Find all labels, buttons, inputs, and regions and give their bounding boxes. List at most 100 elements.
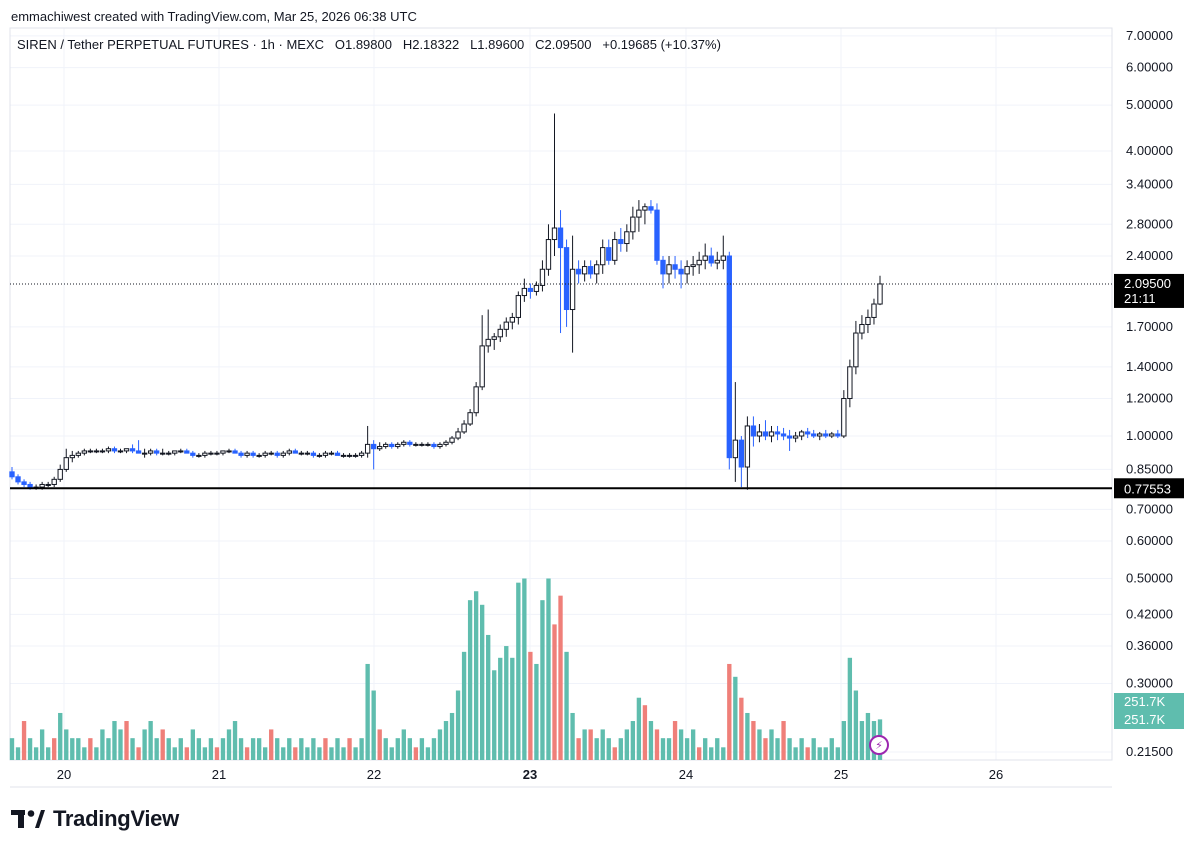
candle-body [648, 206, 654, 211]
volume-bar [745, 712, 750, 760]
candle-body [823, 433, 829, 437]
candle-body [389, 443, 395, 448]
volume-bar [196, 738, 202, 760]
countdown-label: 21:11 [1124, 291, 1156, 306]
volume-bar [130, 738, 135, 760]
volume-bar [811, 738, 816, 760]
candle-body [624, 231, 630, 245]
volume-bar [504, 646, 509, 760]
candle-body [407, 441, 413, 445]
volume-bar [202, 747, 208, 760]
candle-body [141, 452, 148, 455]
volume-bar [214, 747, 220, 760]
volume-bar [696, 747, 702, 760]
candle-body [425, 443, 431, 446]
candle-body [557, 227, 564, 249]
last-price-badge [1114, 273, 1184, 308]
price-tick-label: 1.20000 [1126, 391, 1173, 406]
candle-body [153, 450, 160, 454]
volume-bar [570, 712, 575, 760]
volume-bar [461, 651, 467, 760]
volume-bar [757, 729, 762, 760]
volume-bar [262, 747, 268, 760]
volume-bar [727, 663, 732, 760]
volume-bar [805, 747, 810, 760]
volume-bar [588, 729, 593, 760]
volume-bar [142, 729, 147, 760]
candle-body [672, 264, 678, 270]
legend-change: +0.19685 (+10.37%) [602, 37, 721, 52]
legend-high: H2.18322 [402, 37, 460, 52]
candle-body [377, 446, 383, 450]
candle-body [135, 450, 142, 454]
candle-body [256, 454, 262, 457]
candle-body [630, 216, 636, 233]
volume-bar [835, 747, 840, 760]
candle-body [473, 386, 479, 414]
volume-bar [341, 747, 346, 760]
volume-bar [612, 747, 617, 760]
candle-body [865, 316, 871, 325]
volume-bar [636, 697, 642, 760]
candle-body [606, 247, 612, 261]
candle-body [479, 345, 485, 388]
price-tick-label: 0.85000 [1126, 461, 1173, 476]
time-tick-label: 20 [57, 767, 71, 782]
volume-bar [823, 747, 828, 760]
candle-body [69, 454, 75, 459]
lightning-icon[interactable]: ⚡ [869, 735, 889, 755]
volume-bar [100, 729, 105, 760]
candle-body [575, 268, 582, 275]
volume-bar [479, 604, 485, 760]
candle-body [449, 437, 455, 443]
volume-bar [733, 676, 738, 760]
volume-bar [244, 747, 250, 760]
candle-body [63, 457, 69, 470]
volume-bar [9, 738, 15, 760]
price-tick-label: 0.30000 [1126, 676, 1173, 691]
volume-bar [293, 747, 298, 760]
support-price-label: 0.77553 [1124, 481, 1171, 496]
volume-bar [250, 738, 256, 760]
volume-bar [70, 738, 75, 760]
candle-body [774, 431, 781, 435]
volume-bar [299, 738, 304, 760]
volume-bar [317, 747, 322, 760]
candle-body [780, 433, 787, 437]
candle-body [395, 443, 401, 448]
candle-body [720, 255, 726, 261]
candle-body [600, 247, 606, 266]
volume-bar [64, 729, 69, 760]
volume-bar [781, 721, 786, 760]
candle-body [316, 454, 323, 457]
candle-body [491, 336, 497, 340]
candle-body [310, 452, 317, 456]
candle-body [768, 431, 775, 437]
candle-body [594, 264, 600, 275]
volume-bar [359, 738, 364, 760]
candle-body [811, 433, 817, 437]
volume-bar [865, 712, 871, 760]
legend-symbol[interactable]: SIREN / Tether PERPETUAL FUTURES · 1h · … [17, 37, 325, 52]
candle-body [75, 452, 81, 456]
candle-body [847, 366, 853, 400]
tradingview-logo-icon [11, 810, 45, 828]
candle-body [370, 443, 377, 450]
candle-body [515, 295, 522, 318]
volume-bar [793, 747, 798, 760]
price-tick-label: 3.40000 [1126, 176, 1173, 191]
volume-bar [528, 651, 533, 760]
candle-body [654, 209, 660, 261]
price-tick-label: 6.00000 [1126, 60, 1173, 75]
candle-body [636, 209, 642, 218]
candle-body [214, 452, 220, 455]
candle-body [322, 452, 329, 456]
candle-body [527, 287, 534, 292]
last-price-label: 2.09500 [1124, 276, 1171, 291]
candle-body [841, 398, 847, 437]
volume-bar [443, 721, 449, 760]
volume-badge-label: 251.7K [1124, 712, 1166, 727]
candle-body [563, 247, 570, 311]
candle-body [762, 431, 769, 437]
